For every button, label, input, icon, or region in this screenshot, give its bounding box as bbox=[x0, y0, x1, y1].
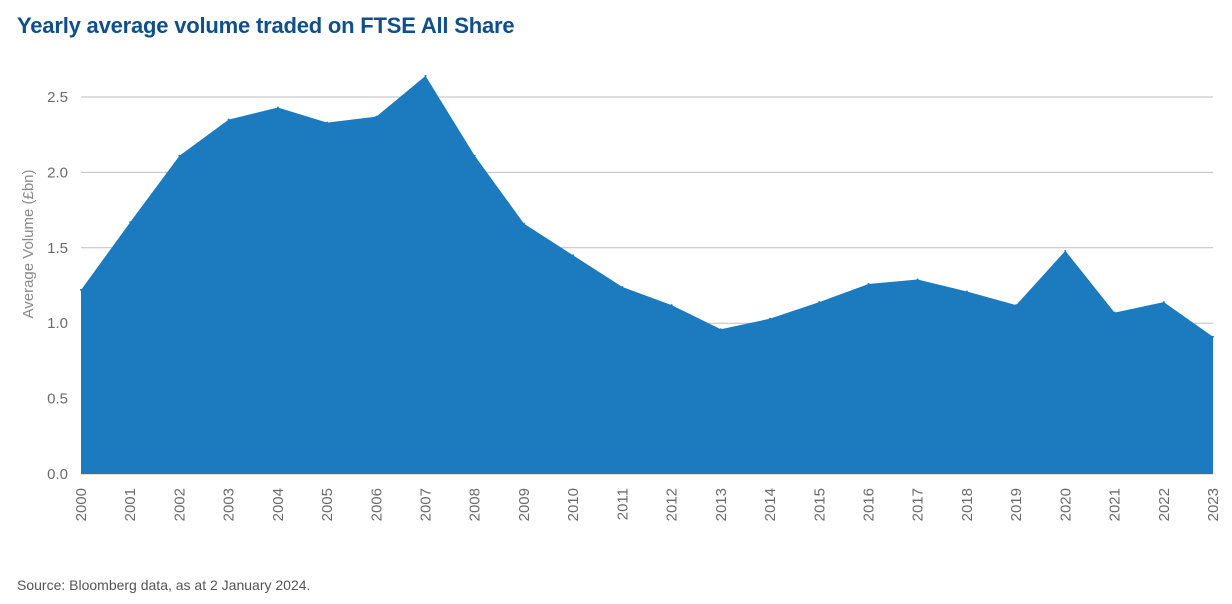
data-point-2018 bbox=[965, 290, 968, 293]
area-series bbox=[80, 74, 1214, 474]
x-tick-label: 2012 bbox=[664, 488, 681, 521]
data-point-2023 bbox=[1212, 335, 1214, 338]
data-point-2016 bbox=[867, 282, 870, 285]
data-point-2000 bbox=[80, 289, 82, 292]
x-tick-label: 2023 bbox=[1205, 488, 1222, 521]
x-tick-label: 2017 bbox=[910, 488, 927, 521]
data-point-2002 bbox=[178, 154, 181, 157]
data-point-2003 bbox=[227, 118, 230, 121]
x-tick-label: 2005 bbox=[319, 488, 336, 521]
data-point-2009 bbox=[522, 222, 525, 225]
data-point-2015 bbox=[818, 301, 821, 304]
x-tick-label: 2021 bbox=[1107, 488, 1124, 521]
y-tick-label: 1.0 bbox=[47, 315, 68, 332]
data-point-2012 bbox=[670, 304, 673, 307]
data-point-2021 bbox=[1113, 311, 1116, 314]
area-fill bbox=[81, 75, 1213, 474]
x-tick-label: 2010 bbox=[565, 488, 582, 521]
x-tick-label: 2006 bbox=[368, 488, 385, 521]
data-point-2008 bbox=[473, 154, 476, 157]
data-point-2011 bbox=[621, 286, 624, 289]
y-tick-label: 1.5 bbox=[47, 240, 68, 257]
y-tick-label: 2.0 bbox=[47, 164, 68, 181]
x-tick-label: 2003 bbox=[221, 488, 238, 521]
x-tick-label: 2020 bbox=[1057, 488, 1074, 521]
x-tick-label: 2018 bbox=[959, 488, 976, 521]
data-point-2022 bbox=[1162, 301, 1165, 304]
data-point-2006 bbox=[375, 115, 378, 118]
source-note: Source: Bloomberg data, as at 2 January … bbox=[17, 577, 311, 593]
area-chart: 0.00.51.01.52.02.5 2000 2001 2002 2003 2004 2… bbox=[20, 74, 1222, 521]
x-tick-label: 2008 bbox=[467, 488, 484, 521]
chart-title: Yearly average volume traded on FTSE All… bbox=[17, 13, 515, 38]
x-tick-label: 2001 bbox=[122, 488, 139, 521]
data-point-2019 bbox=[1015, 304, 1018, 307]
x-tick-label: 2015 bbox=[811, 488, 828, 521]
data-point-2005 bbox=[326, 121, 329, 124]
y-axis-ticks: 0.0 0.5 1.0 1.5 2.0 2.5 bbox=[47, 89, 68, 483]
x-tick-label: 2011 bbox=[614, 488, 631, 520]
x-tick-label: 2002 bbox=[171, 488, 188, 521]
data-point-2010 bbox=[572, 254, 575, 257]
y-tick-label: 0.0 bbox=[47, 466, 68, 483]
data-point-2007 bbox=[424, 74, 427, 77]
x-tick-label: 2004 bbox=[270, 488, 287, 521]
data-point-2004 bbox=[276, 106, 279, 109]
x-tick-label: 2007 bbox=[418, 488, 435, 521]
x-tick-label: 2019 bbox=[1008, 488, 1025, 521]
y-axis-title: Average Volume (£bn) bbox=[20, 170, 37, 319]
x-axis-ticks: 2000 2001 2002 2003 2004 2005 2006 2007 2008 2009… bbox=[73, 488, 1222, 521]
data-point-2001 bbox=[129, 221, 132, 224]
y-tick-label: 2.5 bbox=[47, 89, 68, 106]
data-point-2013 bbox=[719, 328, 722, 331]
data-point-2020 bbox=[1064, 249, 1067, 252]
x-tick-label: 2016 bbox=[860, 488, 877, 521]
x-tick-label: 2013 bbox=[713, 488, 730, 521]
x-tick-label: 2009 bbox=[516, 488, 533, 521]
x-tick-label: 2022 bbox=[1156, 488, 1173, 521]
x-tick-label: 2014 bbox=[762, 488, 779, 521]
y-tick-label: 0.5 bbox=[47, 391, 68, 408]
data-point-2017 bbox=[916, 278, 919, 281]
x-tick-label: 2000 bbox=[73, 488, 90, 521]
data-point-2014 bbox=[769, 317, 772, 320]
